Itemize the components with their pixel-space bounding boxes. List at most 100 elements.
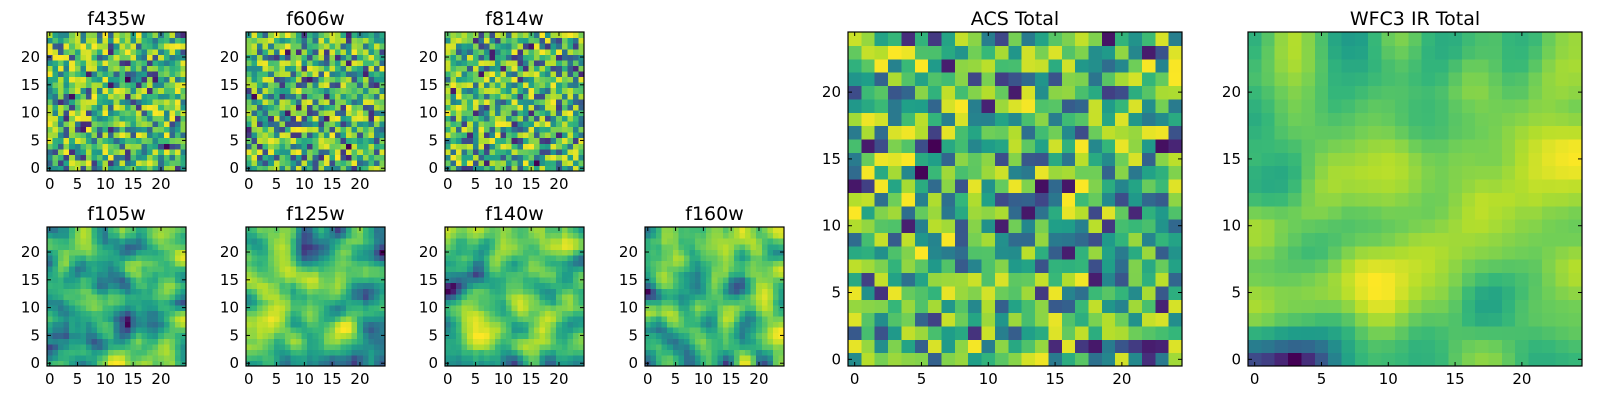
heatmap-cell [567, 238, 574, 245]
heatmap-cell [262, 293, 269, 300]
heatmap-cell [312, 43, 319, 50]
heatmap-cell [290, 282, 297, 289]
heatmap-cell [550, 332, 557, 339]
heatmap-cell [522, 343, 529, 350]
heatmap-cells [47, 227, 187, 367]
heatmap-cell [495, 299, 502, 306]
x-tick-label: 15 [522, 175, 541, 193]
heatmap-cell [689, 332, 696, 339]
heatmap-cell [279, 321, 286, 328]
heatmap-cell [495, 159, 502, 167]
heatmap-cell [472, 70, 479, 78]
heatmap-cell [169, 227, 176, 234]
heatmap-cell [152, 32, 159, 39]
heatmap-cell [290, 109, 297, 116]
heatmap-cell [130, 332, 137, 339]
heatmap-cell [323, 265, 330, 273]
heatmap-cell [1088, 312, 1103, 327]
heatmap-cell [346, 65, 353, 72]
heatmap-cell [174, 338, 182, 345]
heatmap-cell [528, 354, 535, 362]
heatmap-cell [97, 304, 104, 311]
heatmap-cell [522, 48, 529, 55]
heatmap-cell [251, 82, 258, 89]
heatmap-cell [981, 178, 996, 193]
heatmap-cell [246, 260, 253, 267]
heatmap-cell [733, 271, 741, 278]
heatmap-cell [545, 137, 552, 144]
heatmap-cell [85, 238, 93, 245]
heatmap-cell [130, 277, 137, 284]
heatmap-cell [334, 332, 342, 339]
heatmap-cell [74, 137, 81, 144]
heatmap-cell [941, 192, 956, 207]
heatmap-cell [130, 299, 137, 306]
heatmap-cell [745, 360, 752, 367]
heatmap-cell [489, 115, 496, 122]
heatmap-cell [901, 192, 916, 207]
heatmap-cell [450, 238, 457, 245]
heatmap-cell [312, 349, 319, 356]
heatmap-cell [511, 360, 518, 367]
heatmap-cell [981, 272, 996, 287]
heatmap-cell [323, 104, 330, 111]
heatmap-cell [169, 338, 176, 345]
heatmap-cell [1115, 312, 1130, 327]
heatmap-cell [528, 232, 535, 239]
heatmap-cell [312, 98, 319, 105]
heatmap-cell [58, 238, 65, 245]
heatmap-cell [745, 227, 752, 234]
heatmap-cell [848, 339, 862, 354]
heatmap-cell [301, 260, 308, 267]
heatmap-cell [152, 327, 159, 334]
heatmap-cell [874, 232, 889, 247]
heatmap-cell [102, 293, 109, 300]
heatmap-cell [511, 293, 518, 300]
heatmap-cell [545, 82, 552, 89]
heatmap-cell [994, 272, 1009, 287]
heatmap-cell [130, 354, 137, 362]
heatmap-cell [169, 154, 176, 161]
heatmap-cell [346, 154, 353, 161]
heatmap-cell [174, 354, 182, 362]
heatmap-cell [954, 232, 969, 247]
heatmap-cell [257, 338, 264, 345]
heatmap-cell [124, 265, 131, 273]
heatmap-cell [478, 148, 485, 155]
heatmap-cell [706, 232, 713, 239]
heatmap-cell [296, 293, 303, 300]
heatmap-cell [683, 360, 691, 367]
heatmap-cell [180, 32, 187, 39]
heatmap-cell [528, 143, 535, 150]
heatmap-cell [1021, 299, 1036, 314]
heatmap-cell [650, 327, 657, 334]
heatmap-cell [667, 282, 674, 289]
heatmap-cell [550, 98, 557, 105]
heatmap-cell [756, 349, 763, 356]
heatmap-cell [180, 227, 187, 234]
heatmap-cell [362, 299, 369, 306]
heatmap-cell [135, 54, 143, 61]
heatmap-cell [357, 254, 364, 261]
heatmap-cell [379, 243, 386, 250]
heatmap-cell [334, 271, 342, 278]
heatmap-cell [506, 43, 513, 50]
heatmap-cell [739, 332, 746, 339]
heatmap-cell [152, 98, 159, 105]
heatmap-cell [761, 232, 768, 239]
heatmap-cell [312, 87, 319, 94]
heatmap-cell [517, 132, 524, 139]
heatmap-cell [91, 43, 98, 50]
heatmap-cell [119, 299, 126, 306]
heatmap-cell [678, 299, 685, 306]
heatmap-cell [722, 327, 729, 334]
heatmap-cell [928, 219, 943, 233]
heatmap-cell [124, 159, 131, 167]
heatmap-cell [695, 254, 702, 261]
heatmap-cell [1155, 205, 1170, 220]
heatmap-cell [80, 299, 87, 306]
heatmap-cell [52, 265, 59, 273]
heatmap-cell [307, 148, 314, 155]
heatmap-cell [1075, 272, 1090, 287]
heatmap-cell [47, 59, 54, 66]
